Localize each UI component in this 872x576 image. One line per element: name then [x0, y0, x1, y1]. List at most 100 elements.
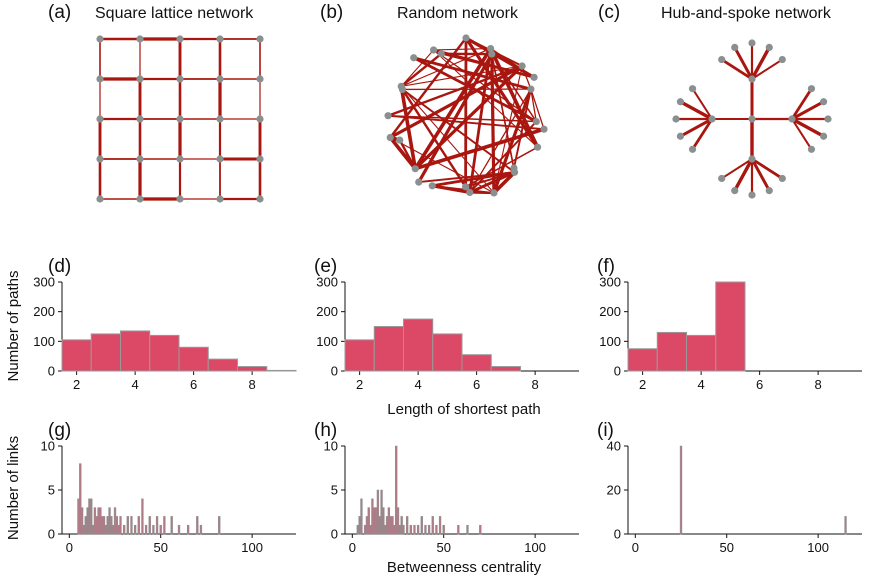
panel-e-label: (e): [314, 256, 337, 277]
network-node: [437, 50, 445, 58]
x-tick-label: 8: [249, 377, 256, 392]
y-tick-label: 20: [607, 483, 621, 498]
network-node: [216, 155, 224, 163]
betweenness-histogram-i: 0 20 40 0 50 100: [607, 439, 862, 555]
betweenness-bar: [97, 507, 100, 535]
betweenness-bar: [130, 516, 133, 535]
y-tick-label: 200: [33, 304, 55, 319]
network-node: [676, 132, 685, 140]
y-tick-label: 0: [331, 364, 338, 379]
betweenness-bar: [363, 524, 367, 535]
network-node: [748, 39, 756, 47]
betweenness-bar: [442, 524, 445, 535]
hub-and-spoke-network: [672, 39, 832, 199]
network-node: [490, 189, 498, 197]
network-node: [533, 143, 542, 151]
betweenness-bar: [844, 516, 847, 535]
network-edge: [691, 117, 714, 151]
network-node: [176, 155, 184, 163]
betweenness-bar: [77, 498, 80, 535]
betweenness-bar: [373, 507, 376, 535]
panel-d-label: (d): [48, 256, 71, 277]
betweenness-bar: [82, 524, 86, 535]
network-edge: [417, 52, 494, 184]
betweenness-bar: [148, 516, 151, 535]
betweenness-bar: [117, 524, 120, 535]
betweenness-bar: [424, 524, 427, 535]
random-network: [384, 34, 548, 197]
network-edge: [433, 49, 539, 148]
network-edge: [678, 100, 714, 121]
network-node: [176, 75, 184, 83]
x-tick-label: 2: [639, 377, 646, 392]
network-node: [216, 115, 224, 123]
betweenness-bar: [371, 498, 374, 535]
panel-b: (b) Random network: [320, 2, 548, 197]
network-node: [136, 115, 144, 123]
network-edge: [493, 65, 523, 194]
lattice-network: [96, 35, 264, 203]
path-length-bar: [149, 334, 180, 372]
network-node: [136, 195, 144, 203]
betweenness-bar: [395, 445, 398, 535]
network-node: [256, 35, 264, 43]
betweenness-bar: [380, 489, 383, 535]
panel-i-label: (i): [597, 420, 614, 441]
network-edge: [468, 170, 516, 194]
betweenness-bar: [396, 507, 400, 535]
betweenness-bar: [369, 524, 372, 535]
betweenness-bar: [110, 516, 113, 535]
network-edge: [491, 53, 516, 174]
betweenness-bar: [416, 524, 420, 535]
network-node: [176, 195, 184, 203]
network-edge: [720, 158, 753, 180]
network-node: [256, 195, 264, 203]
path-length-bar: [432, 333, 463, 372]
y-tick-label: 200: [599, 304, 621, 319]
betweenness-bar: [365, 516, 369, 535]
betweenness-bar: [387, 507, 391, 535]
network-node: [397, 82, 405, 90]
path-histogram-e: 0 100 200 300 2 4 6 8: [316, 275, 579, 392]
network-edge: [468, 120, 538, 194]
path-length-bar: [61, 339, 92, 372]
network-edge: [720, 58, 754, 81]
network-node: [384, 112, 392, 120]
network-edge: [492, 170, 517, 195]
y-tick-label: 0: [614, 527, 621, 542]
betweenness-bar: [80, 507, 84, 535]
x-tick-label: 2: [73, 377, 80, 392]
betweenness-bar: [113, 507, 117, 535]
betweenness-bar: [376, 489, 380, 535]
betweenness-bar: [679, 445, 683, 535]
betweenness-bar: [144, 524, 148, 535]
network-node: [824, 115, 832, 123]
path-length-bar: [627, 348, 658, 372]
network-edge: [751, 58, 784, 80]
betweenness-bar: [104, 524, 108, 535]
betweenness-bar: [101, 516, 104, 535]
path-histogram-f: 0 100 200 300 2 4 6 8: [599, 275, 862, 392]
betweenness-bar: [382, 507, 385, 535]
network-edge: [387, 114, 538, 123]
x-tick-label: 8: [532, 377, 539, 392]
network-node: [96, 35, 104, 43]
panel-f: (f) 0 100 200 300 2 4 6 8: [597, 256, 862, 392]
betweenness-bar: [398, 524, 402, 535]
x-tick-label: 0: [349, 540, 356, 555]
network-node: [256, 155, 264, 163]
network-edge: [464, 36, 540, 149]
panel-c-title: Hub-and-spoke network: [661, 5, 832, 22]
betweenness-bar: [170, 516, 173, 535]
bc-x-axis-label: Betweenness centrality: [387, 559, 542, 576]
betweenness-bar: [427, 524, 431, 535]
network-node: [672, 115, 680, 123]
network-edge: [412, 56, 533, 91]
betweenness-bar: [438, 516, 442, 535]
y-tick-label: 10: [324, 439, 338, 454]
betweenness-bar: [108, 507, 111, 535]
network-node: [518, 62, 526, 70]
